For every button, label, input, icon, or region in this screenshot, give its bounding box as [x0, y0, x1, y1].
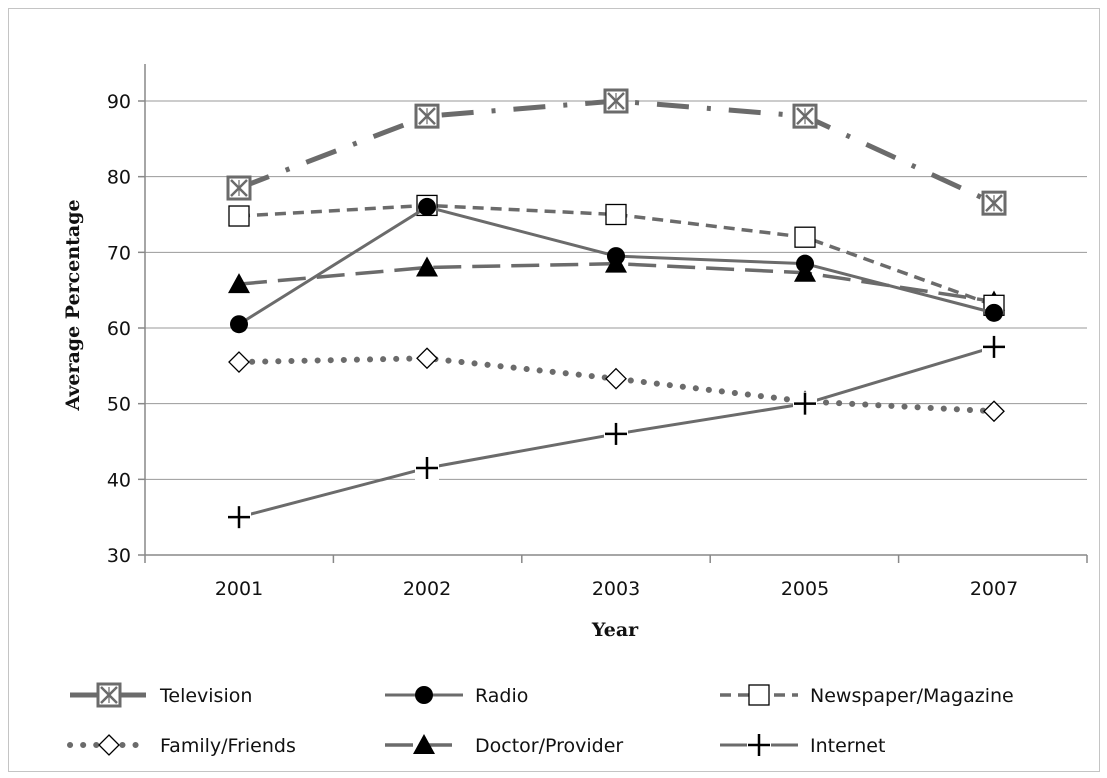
- legend-item-family-friends: Family/Friends: [67, 734, 296, 757]
- axes: [138, 64, 1088, 563]
- legend-label-family-friends: Family/Friends: [160, 735, 296, 757]
- legend-marker-newspaper-magazine: [748, 684, 770, 706]
- legend-item-newspaper-magazine: Newspaper/Magazine: [720, 684, 1014, 707]
- series-line-television: [238, 98, 996, 206]
- data-point-newspaper-magazine: [228, 205, 250, 227]
- legend-item-doctor-provider: Doctor/Provider: [385, 734, 623, 757]
- x-axis-title: Year: [591, 619, 639, 641]
- data-point-internet: [793, 391, 817, 416]
- data-point-newspaper-magazine: [605, 203, 627, 226]
- y-tick-label: 50: [107, 394, 131, 416]
- y-tick-label: 90: [107, 91, 131, 113]
- legend-item-radio: Radio: [385, 685, 528, 707]
- data-point-family-friends: [983, 400, 1005, 423]
- data-point-radio: [230, 315, 248, 334]
- y-tick-label: 30: [107, 545, 131, 567]
- x-tick-label: 2002: [403, 578, 451, 600]
- data-point-radio: [607, 247, 625, 266]
- legend-marker-radio: [415, 686, 433, 704]
- legend-label-radio: Radio: [475, 685, 528, 707]
- data-point-newspaper-magazine: [794, 226, 816, 248]
- y-tick-label: 80: [107, 167, 131, 189]
- x-tick-label: 2001: [215, 578, 263, 600]
- legend-item-internet: Internet: [720, 733, 885, 757]
- x-tick-label: 2007: [970, 578, 1018, 600]
- legend-marker-doctor-provider: [413, 734, 435, 754]
- legend-label-internet: Internet: [810, 735, 885, 757]
- x-tick-label: 2003: [592, 578, 640, 600]
- data-point-radio: [985, 303, 1003, 322]
- series-family-friends: [228, 347, 1005, 423]
- x-tick-labels: 2001 2002 2003 2005 2007: [215, 578, 1018, 600]
- series-radio: [230, 197, 1003, 334]
- data-point-radio: [418, 197, 436, 216]
- y-tick-labels: 30 40 50 60 70 80 90: [107, 91, 131, 567]
- legend-marker-internet: [747, 733, 771, 757]
- y-axis-title: Average Percentage: [62, 199, 84, 411]
- data-point-doctor-provider: [416, 256, 438, 277]
- data-point-doctor-provider: [228, 273, 250, 294]
- data-point-internet: [982, 334, 1006, 359]
- y-tick-label: 70: [107, 242, 131, 264]
- data-point-television: [981, 190, 1007, 216]
- legend-label-television: Television: [159, 685, 252, 707]
- data-point-internet: [415, 455, 439, 480]
- legend: Television Radio Newspaper/Magazine Family/…: [67, 682, 1014, 757]
- y-tick-label: 40: [107, 469, 131, 491]
- chart-frame: [8, 8, 1100, 772]
- data-point-television: [792, 103, 818, 129]
- legend-marker-television: [96, 682, 122, 708]
- data-point-internet: [604, 421, 628, 446]
- data-point-television: [603, 88, 629, 114]
- legend-item-television: Television: [70, 682, 252, 708]
- y-tick-label: 60: [107, 318, 131, 340]
- data-point-television: [414, 103, 440, 129]
- series-group: [226, 88, 1007, 530]
- data-point-family-friends: [228, 351, 250, 373]
- series-internet: [227, 334, 1006, 530]
- series-television: [226, 88, 1007, 216]
- data-point-television: [226, 175, 252, 201]
- series-line-newspaper-magazine: [238, 203, 995, 307]
- x-tick-label: 2005: [781, 578, 829, 600]
- data-point-internet: [227, 505, 251, 530]
- data-point-family-friends: [416, 347, 438, 370]
- legend-marker-family-friends: [98, 734, 120, 756]
- data-point-family-friends: [605, 367, 627, 390]
- data-point-radio: [796, 254, 814, 273]
- legend-label-newspaper-magazine: Newspaper/Magazine: [810, 685, 1014, 707]
- legend-label-doctor-provider: Doctor/Provider: [475, 735, 623, 757]
